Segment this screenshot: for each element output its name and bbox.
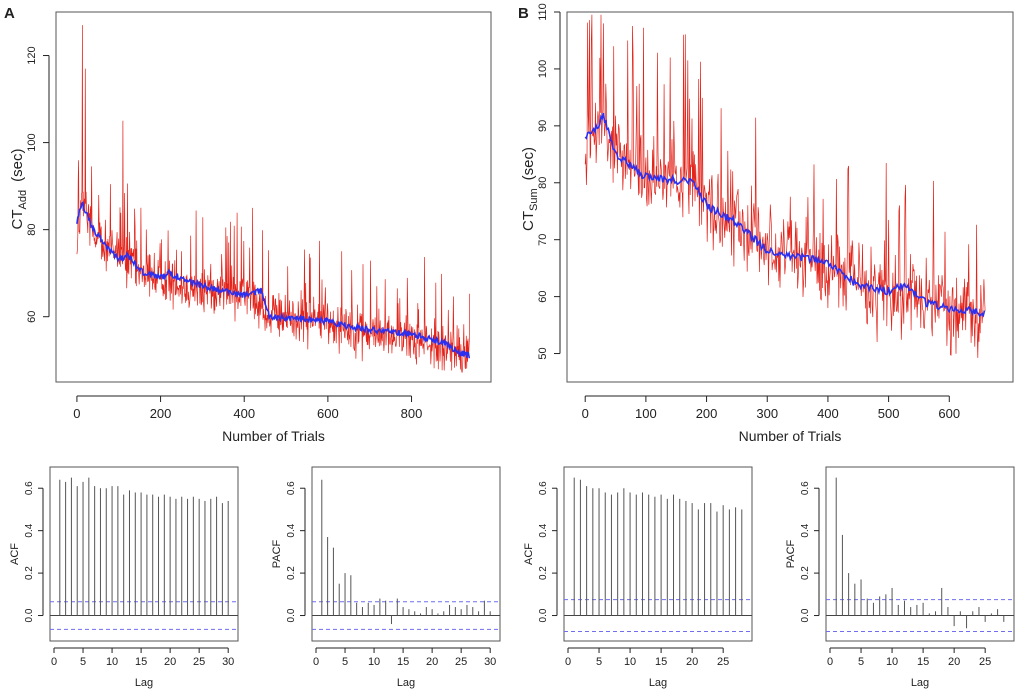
x-tick-label: 30 [484, 656, 496, 668]
smoothed-series-line [76, 200, 471, 359]
y-tick-label: 110 [537, 3, 549, 21]
x-tick-label: 15 [135, 656, 147, 668]
x-tick-label: 500 [878, 406, 900, 421]
plot-frame [311, 466, 501, 642]
x-tick-label: 25 [979, 656, 991, 668]
y-tick-label: 90 [537, 120, 549, 132]
x-tick-label: 15 [917, 656, 929, 668]
y-tick-label: 0.2 [24, 566, 35, 580]
y-tick-label: 0.0 [24, 608, 35, 622]
x-tick-label: 10 [368, 656, 380, 668]
y-tick-label: 0.4 [538, 523, 549, 537]
panel-label-a: A [4, 5, 15, 22]
x-tick-label: 20 [164, 656, 176, 668]
y-tick-label: 0.2 [538, 566, 549, 580]
y-tick-label: 100 [26, 133, 38, 151]
x-tick-label: 15 [655, 656, 667, 668]
y-tick-label: 0.6 [286, 481, 297, 495]
x-axis-title: Lag [911, 677, 929, 689]
x-axis-title: Lag [135, 677, 153, 689]
x-tick-label: 400 [817, 406, 839, 421]
y-tick-label: 0.6 [24, 481, 35, 495]
x-tick-label: 400 [233, 406, 255, 421]
y-tick-label: 50 [537, 347, 549, 359]
x-axis-title: Number of Trials [222, 428, 325, 444]
x-tick-label: 20 [948, 656, 960, 668]
x-tick-label: 20 [686, 656, 698, 668]
y-tick-label: 0.4 [24, 523, 35, 537]
y-tick-label: 60 [26, 311, 38, 323]
chart-b-pacf: 0 5 10 15 20 25 0.0 0.2 0.4 0.6 Lag PACF [785, 466, 1015, 689]
x-tick-label: 0 [565, 656, 571, 668]
y-tick-label: 0.4 [800, 523, 811, 537]
y-tick-label: 60 [537, 290, 549, 302]
y-axis-title: CTSum(sec) [520, 147, 540, 231]
y-axis-title: CTAdd(sec) [9, 149, 29, 230]
chart-a-acf: 0 5 10 15 20 25 30 0.0 0.2 0.4 0.6 Lag ACF [9, 466, 239, 689]
y-tick-label: 80 [26, 224, 38, 236]
x-tick-label: 25 [193, 656, 205, 668]
chart-a-pacf: 0 5 10 15 20 25 30 0.0 0.2 0.4 0.6 Lag PACF [271, 466, 501, 689]
x-tick-label: 25 [455, 656, 467, 668]
y-tick-label: 70 [537, 234, 549, 246]
x-tick-label: 800 [401, 406, 423, 421]
y-tick-label: 0.6 [538, 481, 549, 495]
x-tick-label: 15 [397, 656, 409, 668]
plot-frame [563, 466, 753, 642]
y-axis-title: PACF [785, 539, 797, 568]
x-tick-label: 30 [222, 656, 234, 668]
x-axis-title: Lag [397, 677, 415, 689]
raw-series-line [584, 14, 986, 358]
x-tick-label: 200 [696, 406, 718, 421]
x-tick-label: 0 [582, 406, 589, 421]
x-tick-label: 5 [80, 656, 86, 668]
x-tick-label: 300 [756, 406, 778, 421]
plot-frame [49, 466, 239, 642]
x-tick-label: 5 [342, 656, 348, 668]
y-axis-title: PACF [271, 539, 283, 568]
x-tick-label: 5 [596, 656, 602, 668]
x-tick-label: 600 [317, 406, 339, 421]
x-tick-label: 0 [51, 656, 57, 668]
x-tick-label: 200 [150, 406, 172, 421]
x-tick-label: 0 [73, 406, 80, 421]
chart-b-main: 0 100 200 300 400 500 600 50 60 70 80 90 100 110 Numbe… [520, 3, 1014, 444]
panel-label-b: B [518, 5, 529, 22]
y-tick-label: 0.2 [800, 566, 811, 580]
x-axis-title: Number of Trials [739, 428, 842, 444]
plot-frame [825, 466, 1015, 642]
raw-series-line [76, 25, 471, 373]
x-tick-label: 100 [635, 406, 657, 421]
chart-a-main: 0 200 400 600 800 60 80 100 120 Number of Trials C… [9, 11, 492, 444]
plot-frame [55, 11, 492, 383]
x-tick-label: 10 [624, 656, 636, 668]
x-tick-label: 5 [858, 656, 864, 668]
x-axis-title: Lag [649, 677, 667, 689]
smoothed-series-line [584, 112, 986, 318]
y-axis-title: ACF [9, 543, 21, 565]
y-tick-label: 120 [26, 46, 38, 64]
x-tick-label: 20 [426, 656, 438, 668]
x-tick-label: 0 [313, 656, 319, 668]
x-tick-label: 0 [827, 656, 833, 668]
y-tick-label: 0.0 [286, 608, 297, 622]
y-tick-label: 0.2 [286, 566, 297, 580]
plot-frame [566, 11, 1014, 383]
x-tick-label: 10 [106, 656, 118, 668]
y-tick-label: 0.0 [800, 608, 811, 622]
y-tick-label: 100 [537, 60, 549, 78]
chart-b-acf: 0 5 10 15 20 25 0.0 0.2 0.4 0.6 Lag ACF [523, 466, 753, 689]
x-tick-label: 25 [717, 656, 729, 668]
y-axis-title: ACF [523, 543, 535, 565]
x-tick-label: 600 [938, 406, 960, 421]
y-tick-label: 0.6 [800, 481, 811, 495]
y-tick-label: 0.0 [538, 608, 549, 622]
x-tick-label: 10 [886, 656, 898, 668]
y-tick-label: 0.4 [286, 523, 297, 537]
y-tick-label: 80 [537, 177, 549, 189]
